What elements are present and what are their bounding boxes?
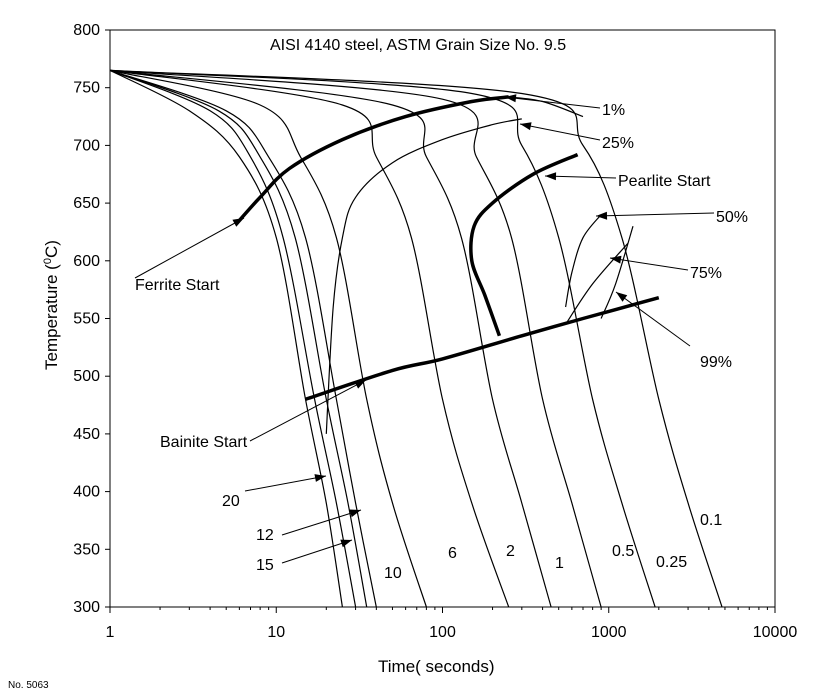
y-tick-label: 450 <box>73 426 100 443</box>
transformation-curve-75- <box>565 243 629 325</box>
rate-15-arrow <box>281 539 353 564</box>
pct-50-label: 50% <box>716 209 748 226</box>
rate-label-2: 2 <box>506 543 515 560</box>
rate-label-12: 12 <box>256 527 274 544</box>
rate-12-arrow <box>281 509 362 536</box>
cooling-curve-2 <box>109 69 510 608</box>
x-tick-label: 10000 <box>753 624 798 641</box>
pct-50-arrow <box>595 212 715 217</box>
y-tick-label: 300 <box>73 599 100 616</box>
transformation-curves-group <box>238 95 660 434</box>
y-tick-label: 400 <box>73 484 100 501</box>
rate-label-6: 6 <box>448 545 457 562</box>
transformation-curve-25- <box>325 118 522 434</box>
y-tick-label: 600 <box>73 253 100 270</box>
cooling-curve-12 <box>109 69 368 608</box>
rate-label-0.1: 0.1 <box>700 512 722 529</box>
y-tick-label: 550 <box>73 311 100 328</box>
cooling-curve-10 <box>109 69 377 608</box>
pct-75-arrow-head <box>610 255 622 264</box>
cooling-curve-0.1 <box>109 69 723 608</box>
bainite-start-arrow-head <box>354 380 366 389</box>
x-tick-label: 10 <box>267 624 285 641</box>
rate-15-arrow-head <box>340 539 352 548</box>
rate-label-10: 10 <box>384 565 402 582</box>
cooling-curve-1 <box>109 69 552 608</box>
pct-99-arrow <box>615 291 691 347</box>
pct-50-arrow-head <box>596 211 608 220</box>
rate-20-arrow-head <box>314 474 326 482</box>
x-axis: 1 10 100 1000 10000 <box>106 607 798 641</box>
chart-title: AISI 4140 steel, ASTM Grain Size No. 9.5 <box>270 37 566 54</box>
transformation-curve-ferrite-start <box>238 95 509 222</box>
cooling-curve-0.5 <box>109 69 602 608</box>
rate-label-1: 1 <box>555 555 564 572</box>
transformation-curve-pearlite-start <box>469 152 579 337</box>
cooling-curves-group <box>109 69 723 608</box>
y-tick-label: 650 <box>73 195 100 212</box>
y-tick-label: 750 <box>73 80 100 97</box>
pct-99-label: 99% <box>700 354 732 371</box>
pearlite-start-arrow-head <box>545 172 557 181</box>
y-tick-label: 350 <box>73 541 100 558</box>
y-tick-label: 800 <box>73 22 100 39</box>
x-tick-label: 1 <box>106 624 115 641</box>
pct-25-arrow <box>519 123 601 141</box>
y-tick-label: 500 <box>73 368 100 385</box>
bainite-start-label: Bainite Start <box>160 434 248 451</box>
pct-1-arrow-head <box>505 94 517 103</box>
pearlite-start-arrow <box>544 175 617 179</box>
rate-20-arrow <box>244 475 327 492</box>
ferrite-start-arrow <box>134 217 245 279</box>
transformation-curve-1- <box>508 96 584 118</box>
y-axis-title-main: Temperature ( <box>42 264 61 370</box>
pct-1-arrow <box>504 96 601 109</box>
cooling-curve-20 <box>109 69 343 608</box>
pct-25-arrow-head <box>520 122 532 131</box>
figure-number: No. 5063 <box>8 680 49 691</box>
rate-label-20: 20 <box>222 493 240 510</box>
bainite-start-arrow <box>249 379 367 442</box>
y-axis-title: Temperature (0C) <box>42 240 61 370</box>
rate-label-0.25: 0.25 <box>656 554 687 571</box>
plot-area-frame <box>109 29 776 608</box>
pct-99-arrow-head <box>616 292 628 302</box>
cooling-curve-15 <box>109 69 357 608</box>
cooling-curve-0.25 <box>109 69 656 608</box>
rate-label-15: 15 <box>256 557 274 574</box>
ferrite-start-arrow-head <box>232 218 244 227</box>
x-axis-title: Time( seconds) <box>378 657 495 676</box>
rate-label-0.5: 0.5 <box>612 543 634 560</box>
ferrite-start-label: Ferrite Start <box>135 277 220 294</box>
pct-25-label: 25% <box>602 135 634 152</box>
y-tick-label: 700 <box>73 137 100 154</box>
pearlite-start-label: Pearlite Start <box>618 173 711 190</box>
transformation-curve-bainite-start <box>304 296 660 401</box>
pct-75-label: 75% <box>690 265 722 282</box>
rate-12-arrow-head <box>349 509 361 518</box>
y-axis: 300 350 400 450 500 550 600 650 700 750 800 <box>73 22 110 616</box>
transformation-curve-50- <box>565 214 602 308</box>
annotation-arrows-group <box>134 94 715 564</box>
x-tick-label: 100 <box>429 624 456 641</box>
x-tick-label: 1000 <box>591 624 627 641</box>
pct-1-label: 1% <box>602 102 625 119</box>
y-axis-title-end: C) <box>42 240 61 258</box>
cooling-curve-6 <box>109 69 427 608</box>
y-axis-title-superscript: 0 <box>42 258 54 264</box>
pct-75-arrow <box>609 257 689 271</box>
